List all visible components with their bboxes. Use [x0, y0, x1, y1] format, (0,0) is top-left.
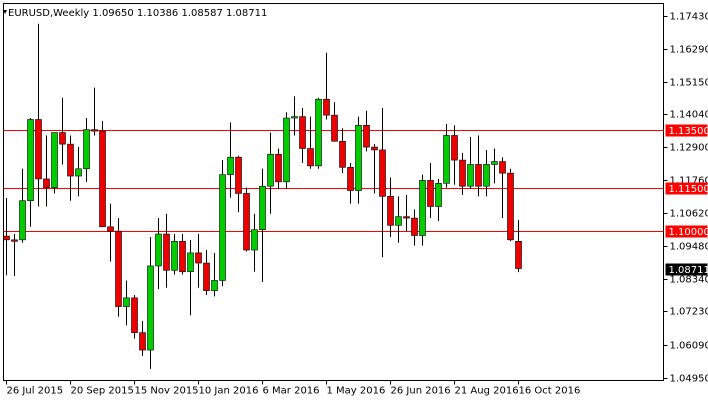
candle-body [419, 180, 426, 236]
candle-body [467, 164, 474, 187]
candle-body [243, 193, 250, 251]
candle-body [267, 154, 274, 187]
candle-body [163, 233, 170, 271]
candle-body [515, 241, 522, 269]
y-tick-label: 1.10620 [670, 209, 708, 220]
chart-title: EURUSD,Weekly 1.09650 1.10386 1.08587 1.… [8, 8, 267, 19]
x-tick-label: 26 Jul 2015 [7, 386, 64, 397]
candle-body [443, 135, 450, 184]
candle-body [283, 117, 290, 183]
candle-body [371, 146, 378, 151]
last-price-badge [665, 263, 708, 276]
candle-body [291, 116, 298, 119]
y-tick-label: 1.04950 [670, 374, 708, 385]
y-tick-label: 1.16290 [670, 45, 708, 56]
candle-body [259, 185, 266, 230]
candle-body [459, 159, 466, 187]
candle-body [427, 180, 434, 207]
candle-body [35, 119, 42, 180]
candle-body [99, 130, 106, 228]
candle-body [171, 241, 178, 271]
candle-body [139, 332, 146, 351]
y-tick-label: 1.07230 [670, 307, 708, 318]
candle-body [123, 297, 130, 307]
candle-body [235, 156, 242, 194]
level-label: 1.11500 [669, 184, 708, 195]
level-label: 1.13500 [669, 126, 708, 137]
plot-frame [3, 3, 664, 381]
candle-body [67, 143, 74, 177]
y-tick-label: 1.11760 [670, 176, 708, 187]
candle-body [107, 226, 114, 232]
candle-body [299, 116, 306, 149]
y-tick-label: 1.15150 [670, 78, 708, 89]
y-tick-label: 1.06090 [670, 341, 708, 352]
candle-body [507, 172, 514, 241]
candle-body [451, 135, 458, 161]
y-tick-label: 1.14040 [670, 110, 708, 121]
level-badge [665, 225, 708, 238]
x-tick-label: 15 Nov 2015 [135, 386, 199, 397]
candle-body [251, 229, 258, 251]
candle-body [347, 167, 354, 191]
x-tick-label: 26 Jun 2016 [391, 386, 451, 397]
x-tick-label: 16 Oct 2016 [519, 386, 581, 397]
candle-body [491, 161, 498, 165]
y-tick-label: 1.17430 [670, 12, 708, 23]
y-tick-label: 1.09480 [670, 242, 708, 253]
candle-body [355, 125, 362, 191]
candle-body [11, 239, 18, 242]
level-badge [665, 182, 708, 195]
candle-body [203, 262, 210, 291]
candle-body [307, 148, 314, 167]
candle-body [331, 114, 338, 142]
title-marker [3, 10, 7, 14]
candle-body [499, 161, 506, 174]
candle-body [179, 241, 186, 273]
y-tick-label: 1.12900 [670, 143, 708, 154]
x-tick-label: 21 Aug 2016 [455, 386, 519, 397]
candle-body [227, 156, 234, 175]
candle-body [475, 164, 482, 187]
candle-body [147, 265, 154, 351]
candle-body [83, 129, 90, 170]
x-tick-label: 6 Mar 2016 [263, 386, 320, 397]
y-tick-label: 1.08340 [670, 275, 708, 286]
candle-body [43, 178, 50, 188]
candle-body [403, 216, 410, 219]
x-tick-label: 1 May 2016 [327, 386, 386, 397]
candle-body [339, 140, 346, 168]
candle-body [75, 168, 82, 177]
candle-body [315, 98, 322, 167]
candle-body [363, 125, 370, 148]
candle-body [275, 154, 282, 183]
candle-body [51, 132, 58, 188]
candle-body [211, 280, 218, 291]
candle-body [195, 252, 202, 264]
candle-body [3, 235, 10, 241]
candle-body [483, 164, 490, 187]
candle-body [387, 196, 394, 226]
candle-body [115, 230, 122, 307]
candle-body [323, 98, 330, 116]
candle-body [59, 132, 66, 145]
x-tick-label: 20 Sep 2015 [71, 386, 134, 397]
candle-body [19, 200, 26, 241]
candle-body [219, 174, 226, 281]
level-badge [665, 124, 708, 137]
candle-body [131, 297, 138, 333]
candle-body [411, 217, 418, 236]
candle-body [187, 252, 194, 273]
candle-body [155, 233, 162, 267]
candle-body [27, 119, 34, 201]
candle-body [91, 129, 98, 132]
candle-body [395, 216, 402, 226]
candle-body [435, 183, 442, 207]
level-label: 1.10000 [669, 227, 708, 238]
candle-body [379, 149, 386, 197]
last-price-label: 1.08711 [669, 265, 708, 276]
x-tick-label: 10 Jan 2016 [199, 386, 259, 397]
